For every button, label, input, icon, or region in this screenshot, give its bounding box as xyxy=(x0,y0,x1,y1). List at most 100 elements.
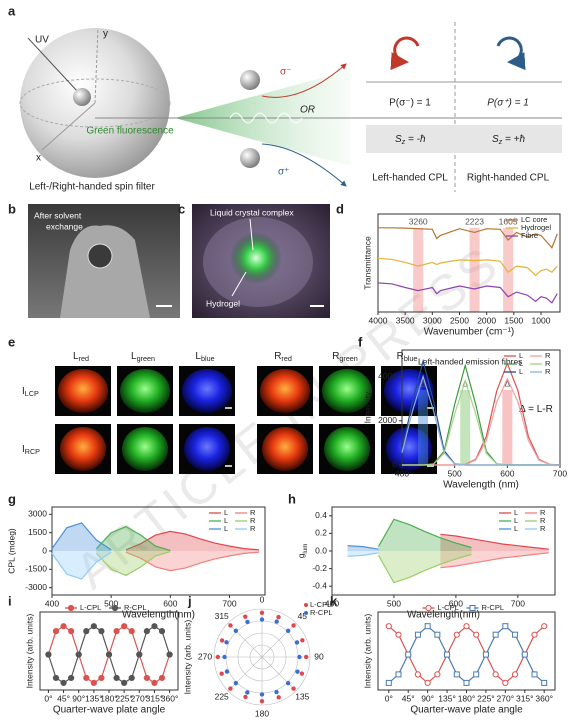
text-part: I xyxy=(22,444,25,455)
emission-spot xyxy=(324,427,370,471)
text-part: = +ħ xyxy=(502,134,525,145)
legend-marker xyxy=(425,604,432,612)
emission-spot xyxy=(182,369,232,413)
column-label: Rred xyxy=(274,351,292,363)
s-left: Sz = -ħ xyxy=(395,134,426,146)
series-area xyxy=(347,551,379,557)
legend-label: LC core xyxy=(521,215,547,224)
x-tick-label: 1000 xyxy=(532,315,551,325)
x-tick-label: 400 xyxy=(395,468,409,478)
text-part: green xyxy=(137,354,155,363)
y-tick-label: 0.2 xyxy=(315,528,327,538)
y-axis-label: Intensity (arb. units) xyxy=(182,620,192,695)
data-marker xyxy=(274,689,279,695)
theta-tick-label: 225 xyxy=(215,692,229,702)
data-marker xyxy=(136,651,143,658)
series-line xyxy=(125,530,260,551)
legend-label: R xyxy=(545,351,551,360)
data-marker xyxy=(151,679,158,687)
data-marker xyxy=(121,679,128,687)
panel-label: k xyxy=(330,593,338,608)
column-label: Lblue xyxy=(195,351,214,363)
x-tick-label: 3500 xyxy=(396,315,415,325)
panel-b: After solvent exchange xyxy=(28,204,180,318)
panel-label: e xyxy=(8,334,15,349)
data-marker xyxy=(385,623,392,630)
x-tick-label: 600 xyxy=(500,468,514,478)
text-part: blue xyxy=(201,354,215,363)
legend-label: Fibre xyxy=(521,231,538,240)
filter-label: Left-/Right-handed spin filter xyxy=(29,182,155,193)
y-tick-label: 1500 xyxy=(28,527,47,537)
data-marker xyxy=(224,669,230,674)
data-marker xyxy=(158,674,166,682)
legend-label: R xyxy=(250,508,256,517)
data-marker xyxy=(245,690,250,695)
data-marker xyxy=(158,628,166,635)
data-marker xyxy=(463,623,470,630)
data-marker xyxy=(98,628,105,635)
series-line xyxy=(378,227,558,249)
data-marker xyxy=(531,631,538,638)
x-tick-label: 360° xyxy=(161,693,179,703)
data-marker xyxy=(105,651,113,658)
series-line xyxy=(347,545,379,550)
panel-c: Liquid crystal complex Hydrogel xyxy=(192,204,330,318)
data-marker xyxy=(68,674,75,682)
row-label: ILCP xyxy=(22,386,39,398)
caption-line: exchange xyxy=(46,221,83,231)
series-line xyxy=(95,525,171,551)
series-area xyxy=(52,551,112,580)
x-tick-label: 180° xyxy=(458,693,476,703)
x-tick-label: 90° xyxy=(421,693,434,703)
polar-spoke xyxy=(227,622,263,658)
legend-label: R xyxy=(540,516,546,525)
path-minus xyxy=(261,63,347,98)
highlight-band xyxy=(469,228,480,312)
y-tick-label: -0.2 xyxy=(312,563,327,573)
emitter xyxy=(73,88,91,106)
y-tick-label: -0.4 xyxy=(312,580,327,590)
hydrogel-label: Hydrogel xyxy=(206,298,240,308)
column-label: Rblue xyxy=(397,351,418,363)
data-marker xyxy=(90,679,97,687)
p-right: P(σ⁺) = 1 xyxy=(487,98,529,109)
annotation: Δ xyxy=(504,378,510,388)
data-marker xyxy=(60,623,67,630)
fibre-body xyxy=(60,225,150,318)
text-part: L xyxy=(73,351,79,362)
legend-label: R-CPL xyxy=(124,603,147,612)
x-axis-label: Quarter-wave plate angle xyxy=(53,705,166,716)
data-marker xyxy=(541,679,548,686)
data-marker xyxy=(424,623,431,630)
axis-x xyxy=(41,102,96,151)
legend-label: L xyxy=(514,516,518,525)
data-marker xyxy=(300,638,305,643)
or-label: OR xyxy=(300,105,315,116)
legend-marker xyxy=(67,604,75,612)
data-marker xyxy=(511,671,519,678)
data-marker xyxy=(444,651,451,658)
legend-label: R xyxy=(540,508,546,517)
series-line xyxy=(377,518,472,549)
data-marker xyxy=(291,686,296,691)
y-axis-label: Transmittance xyxy=(362,236,372,290)
text-part: z xyxy=(498,137,503,146)
data-marker xyxy=(228,623,233,628)
data-marker xyxy=(531,671,538,678)
legend-label: L xyxy=(519,351,523,360)
uv-label: UV xyxy=(35,35,49,46)
data-marker xyxy=(463,679,470,686)
y-tick-label: 0.0 xyxy=(315,545,327,555)
legend-label: L xyxy=(224,524,228,533)
text-part: lum xyxy=(302,544,309,554)
sphere-equator xyxy=(19,78,171,128)
data-marker xyxy=(453,631,460,638)
series-area xyxy=(378,551,472,583)
annotation: 3260 xyxy=(409,216,428,226)
emission-spot xyxy=(60,427,106,471)
series-line xyxy=(51,522,112,551)
data-marker xyxy=(121,623,128,630)
legend-label: R-CPL xyxy=(482,603,505,612)
